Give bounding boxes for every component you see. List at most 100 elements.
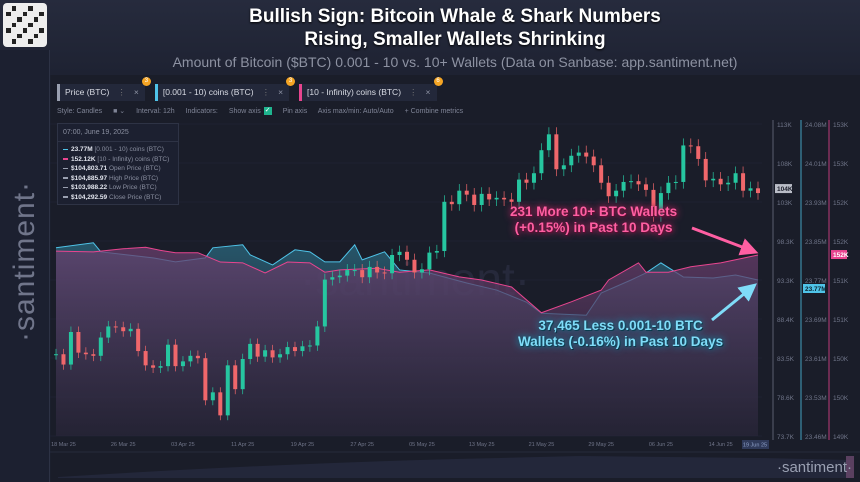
series-swatch xyxy=(63,177,68,179)
axis-tick-label: 153K xyxy=(833,122,849,129)
candle-body xyxy=(606,182,611,197)
candle-body xyxy=(203,358,208,401)
axis-tick-label: 98.3K xyxy=(777,239,795,246)
interval-select[interactable]: Interval: 12h xyxy=(136,108,175,115)
candle-body xyxy=(248,343,253,359)
more-icon[interactable]: ⋮ xyxy=(117,87,126,97)
candle-body xyxy=(106,326,111,338)
tab-price[interactable]: Price (BTC) ⋮ × 3 xyxy=(57,77,151,101)
candle-body xyxy=(576,152,581,156)
candle-body xyxy=(240,358,245,390)
candle-body xyxy=(673,181,678,183)
candle-body xyxy=(113,326,118,328)
candle-body xyxy=(502,197,507,200)
candle-body xyxy=(741,173,746,191)
candle-body xyxy=(584,152,589,157)
legend-label: Open Price (BTC) xyxy=(108,165,161,172)
tab-small-wallets[interactable]: [0.001 - 10) coins (BTC) ⋮ × 3 xyxy=(154,77,296,101)
indicators-select[interactable]: Indicators: xyxy=(185,108,218,115)
candle-body xyxy=(315,326,320,346)
more-icon[interactable]: ⋮ xyxy=(261,87,271,97)
current-date-bg xyxy=(742,440,769,449)
axis-tick-label: 23.61M xyxy=(805,356,827,363)
candle-body xyxy=(128,328,133,332)
candle-body xyxy=(397,251,402,255)
close-icon[interactable]: × xyxy=(278,87,284,97)
x-tick-label: 21 May 25 xyxy=(529,442,555,448)
legend-value: $104,292.59 xyxy=(71,193,108,201)
candle-body xyxy=(218,392,223,416)
candle-body xyxy=(464,190,469,195)
series-swatch xyxy=(63,148,68,151)
axis-tick-label: 24.08M xyxy=(805,122,827,129)
pin-axis-toggle[interactable]: Pin axis xyxy=(282,108,308,115)
candle-body xyxy=(121,327,126,332)
candle-body xyxy=(524,179,529,183)
pink-arrow-icon xyxy=(691,226,759,256)
candle-body xyxy=(278,354,283,358)
axis-tick-label: 88.4K xyxy=(777,317,795,324)
candle-body xyxy=(711,178,716,181)
candle-body xyxy=(375,266,380,273)
current-small-wallets-tag: 23.77M xyxy=(805,286,827,293)
tab-color-bar xyxy=(299,84,303,101)
x-tick-label: 18 Mar 25 xyxy=(51,442,76,448)
close-icon[interactable]: × xyxy=(425,87,431,97)
legend-label: High Price (BTC) xyxy=(108,174,159,182)
more-icon[interactable]: ⋮ xyxy=(409,87,418,97)
candle-body xyxy=(599,165,604,183)
axis-tick-label: 23.77M xyxy=(805,278,827,285)
series-swatch xyxy=(63,158,68,160)
x-tick-label: 05 May 25 xyxy=(409,442,435,448)
candle-body xyxy=(83,352,88,355)
large-wallets-line xyxy=(55,246,759,314)
legend-value: $104,885.97 xyxy=(71,174,108,182)
x-tick-label: 27 Apr 25 xyxy=(350,442,374,448)
color-select[interactable]: ■ ⌄ xyxy=(113,108,126,115)
candle-body xyxy=(487,193,492,200)
metric-tabs: Price (BTC) ⋮ × 3 [0.001 - 10) coins (BTC) ⋮… xyxy=(57,77,443,101)
style-select[interactable]: Style: Candles xyxy=(57,108,103,115)
candle-body xyxy=(61,354,66,365)
x-tick-label: 26 Mar 25 xyxy=(111,442,136,448)
current-price-tag-bg xyxy=(775,184,792,194)
candle-body xyxy=(225,365,230,416)
candle-body xyxy=(292,347,297,352)
combine-metrics-button[interactable]: + Combine metrics xyxy=(404,108,464,115)
qr-code xyxy=(3,3,47,47)
candle-body xyxy=(76,332,81,353)
axis-tick-label: 23.46M xyxy=(805,434,827,441)
blue-arrow-icon xyxy=(711,283,757,322)
candle-body xyxy=(554,134,559,170)
tooltip-legend: 07:00, June 19, 2025 23.77M [0.001 - 10)… xyxy=(57,123,179,205)
axis-tick-label: 83.5K xyxy=(777,356,795,363)
annotation-line: 231 More 10+ BTC Wallets xyxy=(510,204,678,219)
close-icon[interactable]: × xyxy=(133,87,139,97)
axis-tick-label: 149K xyxy=(833,434,849,441)
axis-tick-label: 150K xyxy=(833,395,849,402)
legend-row: $104,292.59 Close Price (BTC) xyxy=(58,194,178,204)
candle-body xyxy=(643,184,648,190)
candle-body xyxy=(658,193,663,216)
show-axis-checkbox[interactable]: ✓ xyxy=(263,107,272,116)
legend-value: 23.77M xyxy=(71,146,93,153)
candle-body xyxy=(651,189,656,216)
legend-value: $104,803.71 xyxy=(71,165,108,172)
series-swatch xyxy=(63,167,68,170)
candle-body xyxy=(718,178,723,185)
legend-row: $104,885.97 High Price (BTC) xyxy=(58,175,178,185)
candle-body xyxy=(591,156,596,166)
candle-body xyxy=(733,173,738,183)
candle-body xyxy=(143,351,148,366)
tab-large-wallets[interactable]: [10 - Infinity) coins (BTC) ⋮ × 6 xyxy=(299,77,443,101)
candle-body xyxy=(382,272,387,274)
candle-body xyxy=(666,182,671,194)
candle-body xyxy=(479,193,484,205)
axis-maxmin-select[interactable]: Axis max/min: Auto/Auto xyxy=(317,108,394,115)
title-line-2: Rising, Smaller Wallets Shrinking xyxy=(304,29,606,50)
axis-tick-label: 103K xyxy=(777,200,793,207)
axis-tick-label: 23.93M xyxy=(805,200,827,207)
candle-body xyxy=(696,146,701,159)
candle-body xyxy=(405,251,409,260)
axis-tick-label: 152K xyxy=(833,239,849,246)
